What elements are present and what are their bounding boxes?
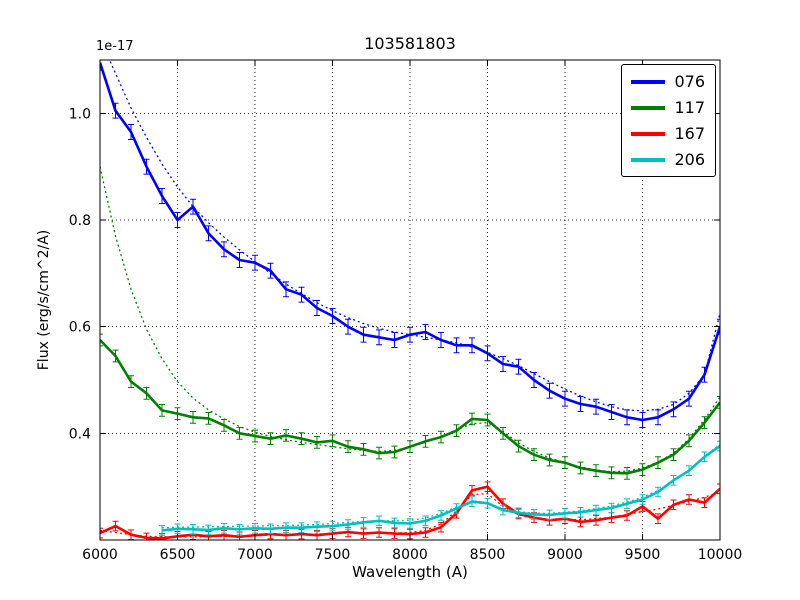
legend-line-sample <box>631 157 666 162</box>
legend-item-076: 076 <box>631 71 705 92</box>
y-tick-label: 1.0 <box>69 106 91 122</box>
x-tick-label: 9500 <box>625 547 661 563</box>
errorbars-117 <box>100 333 720 480</box>
errorbars-206 <box>159 440 720 536</box>
legend-label: 167 <box>674 123 705 143</box>
legend-label: 117 <box>674 97 705 117</box>
x-tick-label: 7500 <box>315 547 351 563</box>
legend-item-206: 206 <box>631 149 705 170</box>
spectrum-curve-117 <box>100 339 720 475</box>
x-tick-label: 10000 <box>698 547 743 563</box>
y-axis-label: Flux (erg/s/cm^2/A) <box>36 229 52 371</box>
x-tick-label: 7000 <box>237 547 273 563</box>
plot-title: 103581803 <box>364 34 456 53</box>
x-axis-label: Wavelength (A) <box>352 563 468 581</box>
y-tick-label: 0.6 <box>69 320 91 336</box>
legend-box: 076 117 167 206 <box>621 64 716 177</box>
legend-label: 206 <box>674 149 705 169</box>
x-tick-label: 8500 <box>470 547 506 563</box>
x-tick-label: 6500 <box>160 547 196 563</box>
spectrum-curve-206 <box>161 445 720 532</box>
legend-line-sample <box>631 131 666 136</box>
x-tick-label: 6000 <box>82 547 118 563</box>
y-axis-offset-text: 1e-17 <box>96 39 134 54</box>
y-tick-label: 0.4 <box>69 426 91 442</box>
spectrum-curve-076 <box>100 62 720 422</box>
legend-item-117: 117 <box>631 97 705 118</box>
legend-item-167: 167 <box>631 123 705 144</box>
legend-line-sample <box>631 79 666 84</box>
y-tick-label: 0.8 <box>69 213 91 229</box>
legend-line-sample <box>631 105 666 110</box>
x-tick-label: 8000 <box>392 547 428 563</box>
x-tick-label: 9000 <box>547 547 583 563</box>
legend-label: 076 <box>674 71 705 91</box>
